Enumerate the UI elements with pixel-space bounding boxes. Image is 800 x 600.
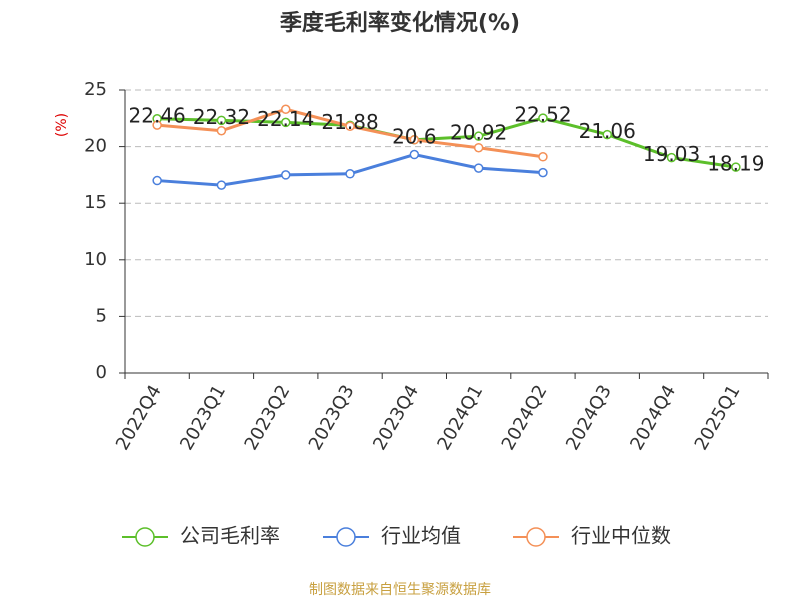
- point: [281, 104, 291, 114]
- data-label: 22.14: [257, 107, 314, 131]
- source: 制图数据来自恒生聚源数据库: [309, 582, 491, 598]
- data-label: 22.46: [129, 103, 186, 127]
- legend-label: 公司毛利率: [180, 524, 280, 548]
- x-tick-label: 2023Q4: [369, 382, 423, 454]
- y-tick-label: 5: [96, 305, 107, 326]
- y-tick-label: 20: [84, 136, 107, 157]
- y-axis-label: (%): [54, 113, 70, 137]
- point: [731, 162, 741, 172]
- point: [538, 152, 548, 162]
- point: [538, 167, 548, 178]
- data-label: 21.88: [321, 110, 378, 134]
- point: [538, 113, 548, 123]
- x-tick-label: 2022Q4: [112, 382, 166, 454]
- y-tick-label: 15: [84, 192, 107, 213]
- x-tick-label: 2024Q1: [433, 382, 487, 454]
- y-tick-label: 0: [96, 362, 107, 383]
- point: [281, 170, 291, 180]
- legend-marker: [526, 527, 546, 547]
- point: [473, 131, 484, 141]
- point: [473, 142, 484, 153]
- legend-label: 行业中位数: [571, 524, 671, 548]
- data-label: 20.6: [392, 124, 437, 148]
- legend-marker: [135, 527, 155, 547]
- data-label: 18.19: [707, 152, 764, 176]
- point: [152, 175, 162, 186]
- x-tick-label: 2024Q3: [562, 382, 616, 454]
- data-label: 19.03: [643, 142, 700, 166]
- point: [409, 149, 420, 160]
- point: [152, 120, 162, 130]
- legend-label: 行业均值: [381, 524, 461, 548]
- point: [345, 169, 355, 179]
- point: [216, 180, 227, 190]
- x-tick-label: 2023Q3: [305, 382, 359, 454]
- y-tick-label: 10: [84, 249, 107, 270]
- x-tick-label: 2024Q2: [498, 382, 552, 454]
- point: [473, 163, 484, 173]
- point: [216, 115, 227, 126]
- point: [602, 129, 612, 140]
- x-tick-label: 2023Q2: [241, 382, 295, 454]
- point: [409, 135, 420, 145]
- x-tick-label: 2025Q1: [691, 382, 745, 454]
- data-label: 22.52: [514, 103, 571, 127]
- point: [666, 152, 677, 163]
- x-tick-label: 2023Q1: [176, 382, 230, 454]
- x-tick-label: 2024Q4: [626, 382, 680, 454]
- legend-marker: [336, 527, 356, 547]
- data-label: 22.32: [193, 105, 250, 129]
- chart-title: 季度毛利率变化情况(%): [280, 10, 520, 36]
- y-tick-label: 25: [84, 79, 107, 100]
- point: [216, 126, 227, 136]
- point: [281, 117, 291, 128]
- data-label: 21.06: [579, 119, 636, 143]
- point: [345, 121, 355, 131]
- data-label: 20.92: [450, 121, 507, 145]
